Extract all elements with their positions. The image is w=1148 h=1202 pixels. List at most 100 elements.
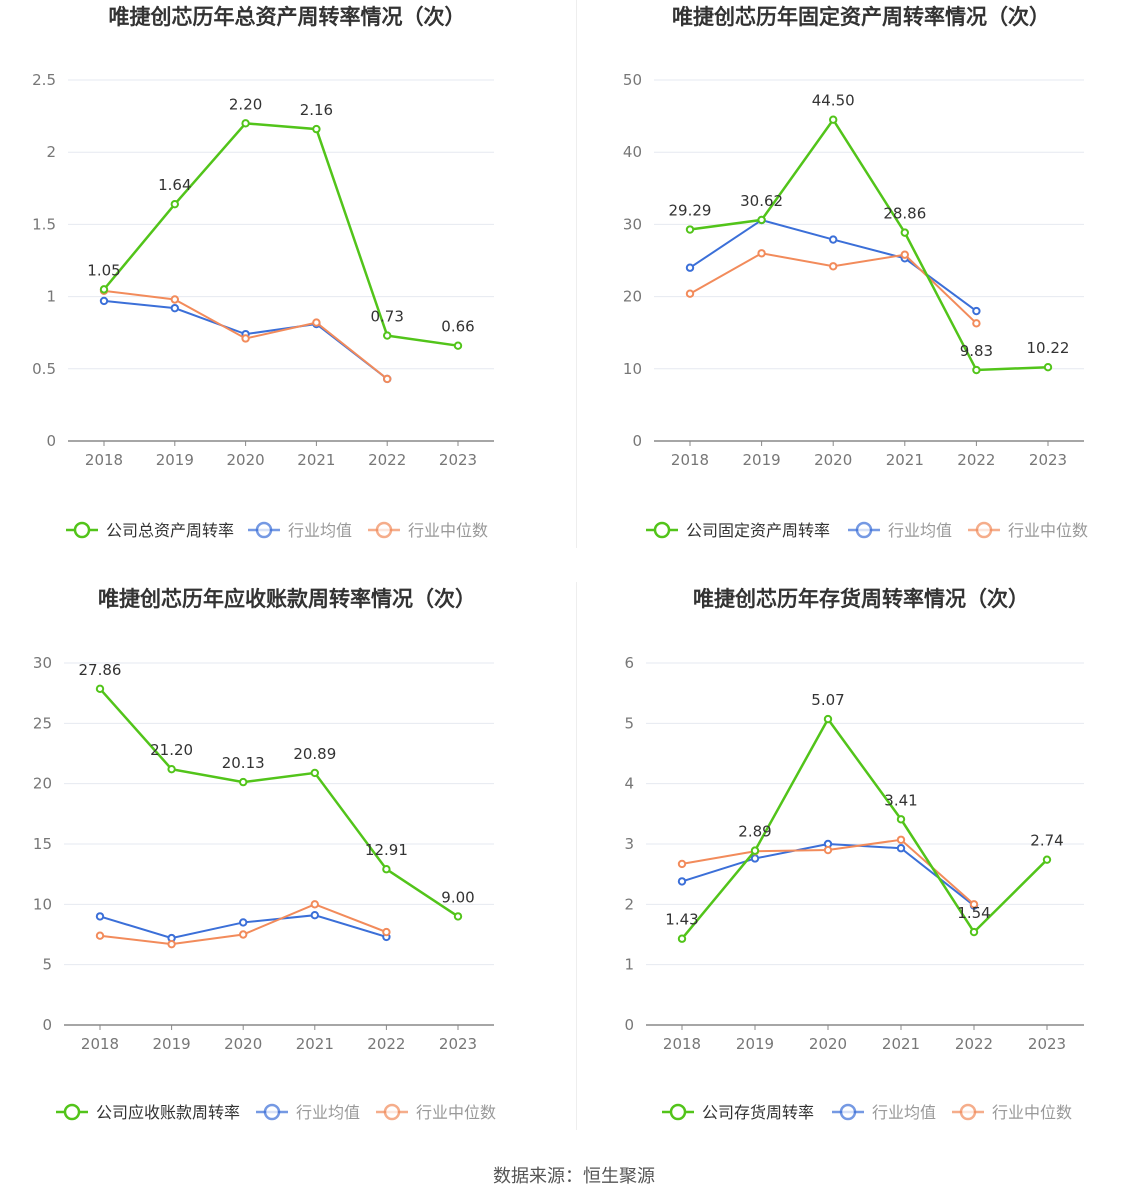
vertical-divider-top (576, 0, 577, 548)
data-point-company (167, 764, 176, 774)
x-tick-label: 2019 (153, 1035, 191, 1053)
chart-panel-total-asset-turnover: 唯捷创芯历年总资产周转率情况（次） 0 0.5 1 1.5 2 2.5 2018 2019 202… (0, 0, 574, 580)
data-label: 1.43 (665, 911, 698, 929)
y-tick-label: 0 (42, 1016, 52, 1034)
data-point-industry_avg (677, 877, 687, 886)
data-point-industry_avg (829, 235, 838, 244)
data-point-industry_median (239, 930, 248, 939)
data-source-note: 数据来源：恒生聚源 (493, 1166, 655, 1187)
data-point-industry_median (823, 845, 833, 855)
data-point-industry_avg (972, 306, 981, 316)
x-tick-label: 2020 (227, 451, 265, 469)
data-point-company (1042, 855, 1052, 864)
data-point-industry_median (382, 927, 391, 937)
legend-label: 公司固定资产周转率 (686, 521, 830, 540)
data-label: 20.89 (293, 745, 336, 763)
y-tick-label: 5 (624, 714, 634, 732)
legend-label: 公司总资产周转率 (106, 521, 234, 540)
data-point-industry_avg (99, 296, 109, 306)
y-tick-label: 20 (623, 288, 642, 306)
data-point-industry_avg (95, 912, 105, 921)
chart-panel-receivables-turnover: 唯捷创芯历年应收账款周转率情况（次） 0 5 10 15 20 25 30 2018 2019 20… (0, 582, 574, 1162)
legend-marker-company (73, 521, 91, 539)
y-tick-label: 30 (33, 654, 52, 672)
data-label: 2.89 (738, 823, 771, 841)
data-label: 28.86 (883, 205, 926, 223)
data-point-company (453, 341, 463, 350)
x-tick-label: 2018 (81, 1035, 119, 1053)
y-tick-label: 0 (46, 432, 56, 450)
x-tick-label: 2018 (85, 451, 123, 469)
data-label: 2.16 (300, 101, 333, 119)
chart-svg-0: 唯捷创芯历年总资产周转率情况（次） 0 0.5 1 1.5 2 2.5 2018 2019 202… (32, 5, 494, 540)
y-tick-label: 25 (33, 714, 52, 732)
data-point-company (382, 865, 391, 874)
y-tick-label: 1 (46, 288, 56, 306)
chart-panel-fixed-asset-turnover: 唯捷创芯历年固定资产周转率情况（次） 0 10 20 30 40 50 2018 2019 202… (574, 0, 1148, 580)
x-tick-label: 2022 (955, 1035, 993, 1053)
y-tick-label: 50 (623, 71, 642, 89)
data-point-company (312, 124, 321, 134)
y-tick-label: 30 (623, 215, 642, 233)
x-tick-label: 2021 (296, 1035, 334, 1053)
data-point-company (757, 215, 766, 225)
data-point-industry_median (969, 900, 979, 909)
chart-svg-2: 唯捷创芯历年应收账款周转率情况（次） 0 5 10 15 20 25 30 2018 2019 20… (33, 587, 496, 1122)
x-tick-label: 2022 (957, 451, 995, 469)
data-label: 27.86 (79, 661, 122, 679)
x-tick-label: 2020 (814, 451, 852, 469)
legend-label: 行业均值 (288, 521, 352, 540)
data-point-industry_median (170, 295, 180, 304)
data-point-industry_median (95, 931, 105, 940)
data-label: 1.05 (87, 261, 120, 279)
x-tick-label: 2023 (1029, 451, 1067, 469)
data-point-industry_avg (310, 910, 319, 920)
legend-label: 行业均值 (888, 521, 952, 540)
legend-label: 公司存货周转率 (702, 1103, 814, 1122)
y-tick-label: 0.5 (32, 360, 56, 378)
chart-title: 唯捷创芯历年固定资产周转率情况（次） (672, 5, 1050, 29)
data-label: 0.66 (441, 318, 474, 336)
x-tick-label: 2023 (1028, 1035, 1066, 1053)
data-point-company (677, 934, 687, 943)
data-point-company (99, 285, 109, 294)
x-tick-label: 2023 (439, 451, 477, 469)
y-tick-label: 40 (623, 143, 642, 161)
y-tick-label: 0 (632, 432, 642, 450)
chart-title: 唯捷创芯历年总资产周转率情况（次） (109, 5, 466, 29)
data-point-company (310, 768, 319, 778)
y-tick-label: 1.5 (32, 215, 56, 233)
y-tick-label: 15 (33, 835, 52, 853)
y-tick-label: 10 (623, 360, 642, 378)
legend-label: 公司应收账款周转率 (96, 1103, 240, 1122)
y-tick-label: 6 (624, 654, 634, 672)
data-label: 12.91 (365, 841, 408, 859)
y-tick-label: 5 (42, 956, 52, 974)
data-label: 10.22 (1027, 339, 1070, 357)
data-point-company (241, 119, 250, 128)
data-point-industry_median (383, 374, 392, 384)
legend-marker-industry_avg (839, 1103, 857, 1121)
series-line-company (689, 117, 1049, 372)
series-line-company (99, 687, 459, 918)
data-label: 0.73 (370, 308, 403, 326)
data-point-industry_median (900, 250, 909, 259)
x-tick-label: 2018 (663, 1035, 701, 1053)
data-point-industry_avg (685, 263, 695, 272)
data-point-industry_median (312, 318, 321, 327)
x-tick-label: 2021 (882, 1035, 920, 1053)
legend-marker-company (63, 1103, 81, 1121)
data-label: 1.64 (158, 176, 191, 194)
series-line-company (681, 716, 1048, 940)
legend-marker-industry_avg (255, 521, 273, 539)
data-point-company (896, 815, 906, 824)
data-point-industry_avg (750, 854, 760, 863)
chart-panel-inventory-turnover: 唯捷创芯历年存货周转率情况（次） 0 1 2 3 4 5 6 2018 2019 2020 2021 2… (574, 582, 1148, 1162)
data-point-industry_median (677, 859, 687, 869)
x-tick-label: 2019 (156, 451, 194, 469)
data-point-company (383, 331, 392, 340)
y-tick-label: 4 (624, 775, 634, 793)
y-tick-label: 2 (46, 143, 56, 161)
x-tick-label: 2023 (439, 1035, 477, 1053)
data-point-company (900, 228, 909, 237)
